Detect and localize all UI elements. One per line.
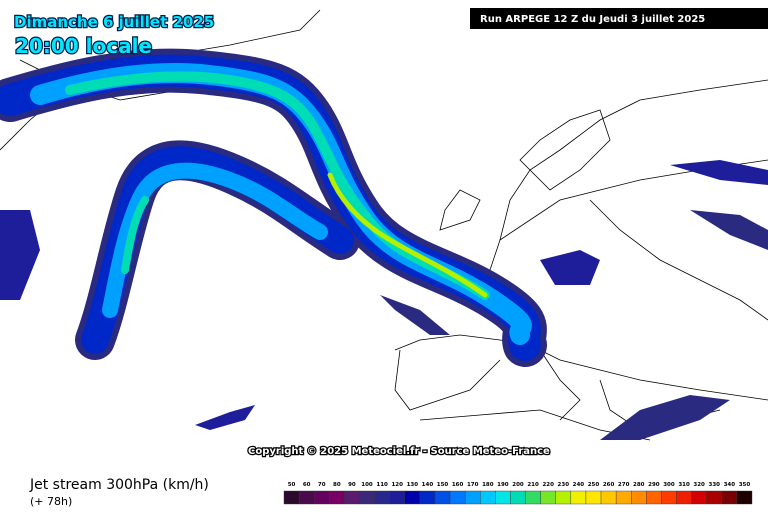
legend-swatch — [434, 490, 451, 505]
legend-label: 300 — [663, 482, 675, 488]
legend-label: 280 — [633, 482, 645, 488]
legend-swatch — [691, 490, 707, 505]
legend-label: 160 — [452, 482, 464, 488]
legend-swatch — [313, 490, 330, 505]
legend-swatch — [646, 490, 662, 505]
legend-swatch — [631, 490, 647, 505]
legend-swatch — [721, 490, 738, 505]
legend-swatch — [464, 490, 481, 505]
legend-swatch — [570, 490, 587, 505]
legend-label: 250 — [588, 482, 600, 488]
legend-swatch — [283, 490, 300, 505]
date: Dimanche 6 juillet 2025 — [14, 13, 214, 31]
legend-swatch — [419, 490, 436, 505]
legend-label: 230 — [558, 482, 570, 488]
legend-swatch — [389, 490, 405, 505]
legend-swatch — [525, 490, 541, 505]
legend-label: 240 — [573, 482, 585, 488]
legend-swatch — [495, 490, 511, 505]
time: 20:00 locale — [15, 34, 152, 58]
color-legend: 50 60 70 80 90 100 110 120 130 140 150 160 170 180 190… — [283, 482, 753, 505]
legend-label: 50 — [288, 482, 296, 488]
legend-label: 180 — [482, 482, 494, 488]
legend-swatch — [600, 490, 617, 505]
legend-label: 60 — [303, 482, 311, 488]
legend-label: 340 — [724, 482, 736, 488]
legend-swatch — [344, 490, 360, 505]
footer-title: Jet stream 300hPa (km/h) — [29, 477, 209, 493]
legend-swatch — [449, 490, 466, 505]
legend-label: 320 — [693, 482, 705, 488]
legend-label: 190 — [497, 482, 509, 488]
legend-swatch — [298, 490, 315, 505]
legend-label: 100 — [361, 482, 373, 488]
legend-swatch — [615, 490, 632, 505]
legend-swatch — [374, 490, 390, 505]
legend-label: 210 — [527, 482, 539, 488]
legend-label: 70 — [318, 482, 326, 488]
legend-label: 290 — [648, 482, 660, 488]
footer-lead: (+ 78h) — [30, 495, 72, 508]
legend-label: 270 — [618, 482, 630, 488]
legend-swatch — [585, 490, 602, 505]
legend-label: 220 — [542, 482, 554, 488]
run-banner — [470, 8, 768, 29]
legend-label: 130 — [407, 482, 419, 488]
jet-stream — [0, 48, 768, 440]
copyright: Copyright © 2025 Meteociel.fr - Source M… — [248, 446, 550, 457]
legend-label: 140 — [422, 482, 434, 488]
run-info: Run ARPEGE 12 Z du Jeudi 3 juillet 2025 — [480, 14, 705, 25]
legend-label: 150 — [437, 482, 449, 488]
legend-label: 350 — [739, 482, 751, 488]
legend-label: 200 — [512, 482, 524, 488]
legend-label: 310 — [678, 482, 690, 488]
legend-swatch — [540, 490, 556, 505]
legend-label: 110 — [376, 482, 388, 488]
legend-swatch — [661, 490, 677, 505]
legend-swatch — [555, 490, 572, 505]
legend-label: 120 — [391, 482, 403, 488]
legend-label: 260 — [603, 482, 615, 488]
legend-swatch — [480, 490, 496, 505]
legend-swatch — [736, 490, 753, 505]
legend-swatch — [359, 490, 375, 505]
legend-swatch — [706, 490, 723, 505]
legend-label: 90 — [348, 482, 356, 488]
legend-label: 170 — [467, 482, 479, 488]
legend-swatch — [329, 490, 345, 505]
legend-swatch — [404, 490, 421, 505]
legend-swatch — [676, 490, 692, 505]
legend-label: 80 — [333, 482, 341, 488]
legend-label: 330 — [709, 482, 721, 488]
legend-swatch — [510, 490, 526, 505]
